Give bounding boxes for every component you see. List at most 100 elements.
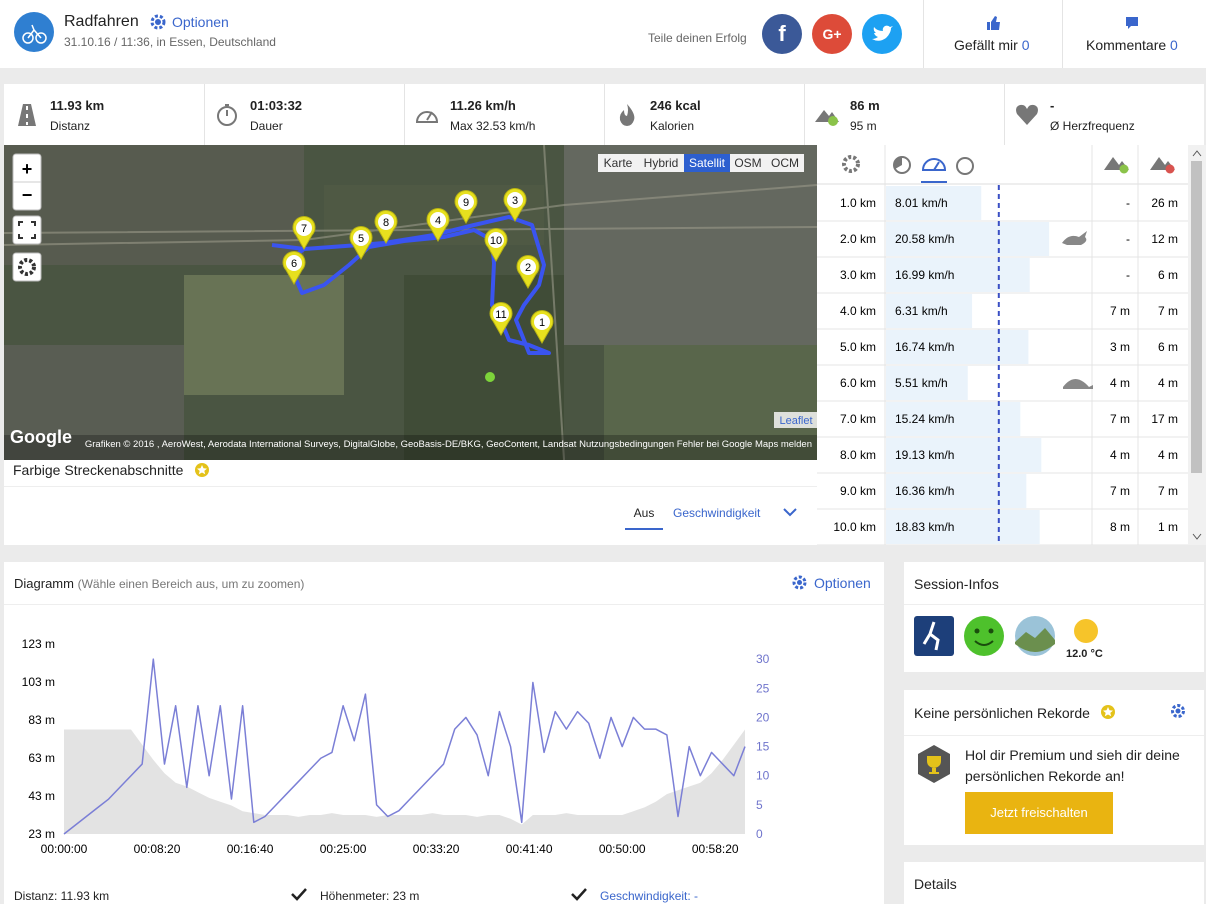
google-button[interactable]: G+ [812,14,852,54]
route [271,215,551,355]
marker-label[interactable]: 11 [495,309,506,321]
layer-label[interactable]: Satellit [689,156,726,170]
scrollbar-thumb[interactable] [1191,161,1202,473]
stat: 01:03:32 Dauer [250,98,302,133]
layer-button[interactable] [730,154,766,172]
tab-speed[interactable]: Geschwindigkeit [673,506,761,520]
marker-label[interactable]: 9 [463,197,469,209]
y2-tick-label: 15 [756,740,770,754]
marker-face [458,194,474,210]
stat-icon [619,104,635,126]
gear-icon [150,14,166,30]
split-down: 6 m [1158,268,1178,282]
marker-label[interactable]: 6 [291,258,297,270]
split-down: 6 m [1158,340,1178,354]
checkmark[interactable] [571,888,587,901]
stat-value: - [1050,98,1055,113]
fullscreen-icon [18,221,36,239]
split-up: - [1126,232,1130,246]
segments-panel: Farbige Streckenabschnitte Aus Geschwind… [4,460,817,545]
twitter-button[interactable] [862,14,902,54]
gear-icon [792,575,807,590]
split-distance: 8.0 km [840,448,876,462]
split-up: 4 m [1110,376,1130,390]
marker-label[interactable]: 3 [512,195,518,207]
pie-slice [893,156,902,169]
layer-label[interactable]: OCM [771,156,799,170]
unlock-button[interactable]: Jetzt freischalten [965,792,1113,834]
marker-face [353,230,369,246]
speed-bar [886,366,968,400]
chart[interactable]: 23 m 43 m 63 m 83 m 103 m 123 m 0 5 10 15 20 25 30 00… [0,600,890,904]
session-icons [914,616,1098,656]
comment-icon [1126,17,1138,29]
scroll-down[interactable] [1192,533,1202,540]
like-button[interactable]: Gefällt mir 0 [954,37,1029,53]
layer-label[interactable]: Karte [604,156,633,170]
x-tick-label: 00:00:00 [41,842,88,856]
marker-label[interactable]: 1 [539,317,545,329]
layer-button[interactable] [598,154,638,172]
y-tick-label: 23 m [28,827,55,841]
marker-label[interactable]: 2 [525,262,531,274]
stat: 11.93 km Distanz [50,98,104,133]
zoom-in[interactable]: + [22,159,33,179]
layer-label[interactable]: Hybrid [644,156,679,170]
zoom-out[interactable]: − [22,185,33,205]
map-area [604,345,817,460]
facebook-button[interactable]: f [762,14,802,54]
elevation-area [64,729,745,834]
x-tick-label: 00:58:20 [692,842,739,856]
divider [404,84,405,145]
settings-button[interactable] [12,252,42,282]
scroll-up[interactable] [1192,150,1202,157]
layer-button[interactable] [766,154,804,172]
tab-off[interactable]: Aus [625,506,663,530]
split-up: 7 m [1110,484,1130,498]
splits-table: 1.0 km 8.01 km/h - 26 m 2.0 km 20.58 km/h - 12 … [817,145,1206,545]
x-tick-label: 00:41:40 [506,842,553,856]
speed-bar [886,222,1050,256]
layer-button[interactable] [684,154,730,172]
diagram-options[interactable]: Optionen [814,575,871,591]
x-tick-label: 00:16:40 [227,842,274,856]
like-icon [987,16,1000,30]
trophy-icon [918,745,950,783]
speed-bar [886,330,1029,364]
options-link[interactable]: Optionen [172,14,229,30]
split-speed: 16.99 km/h [895,268,954,282]
fullscreen-button[interactable] [12,215,42,245]
split-down: 7 m [1158,304,1178,318]
y-tick-label: 63 m [28,751,55,765]
diagram-title: Diagramm [14,576,74,591]
google-logo: Google [10,427,72,447]
speed-bar [886,186,982,220]
comment-label: Kommentare [1086,37,1167,53]
marker-face [493,306,509,322]
marker-label[interactable]: 5 [358,233,364,245]
stat-value: 246 kcal [650,98,701,113]
layer-label[interactable]: OSM [734,156,761,170]
gear-icon [18,258,36,276]
comment-button[interactable]: Kommentare 0 [1086,37,1178,53]
layer-button[interactable] [638,154,684,172]
marker-label[interactable]: 10 [490,235,502,247]
premium-star [195,463,209,477]
records-title: Keine persönlichen Rekorde [914,705,1090,721]
dropdown-arrow[interactable] [782,506,798,518]
checkmark[interactable] [291,888,307,901]
stat-label: Ø Herzfrequenz [1050,119,1135,133]
comment-count: 0 [1170,37,1178,53]
map[interactable]: 1 2 3 4 5 6 7 8 9 10 11 + − Karte Hybrid Satellit OSM OCM… [4,145,817,460]
leaflet-link[interactable]: Leaflet [779,415,812,427]
marker-label[interactable]: 7 [301,223,307,235]
marker-label[interactable]: 4 [435,215,441,227]
stat-icon [1016,104,1038,125]
split-up: - [1126,196,1130,210]
map-area [564,145,817,345]
session-title: Session-Infos [914,576,999,592]
gear-icon[interactable] [1170,703,1186,719]
marker-label[interactable]: 8 [383,217,389,229]
stat-label: Max 32.53 km/h [450,119,536,133]
